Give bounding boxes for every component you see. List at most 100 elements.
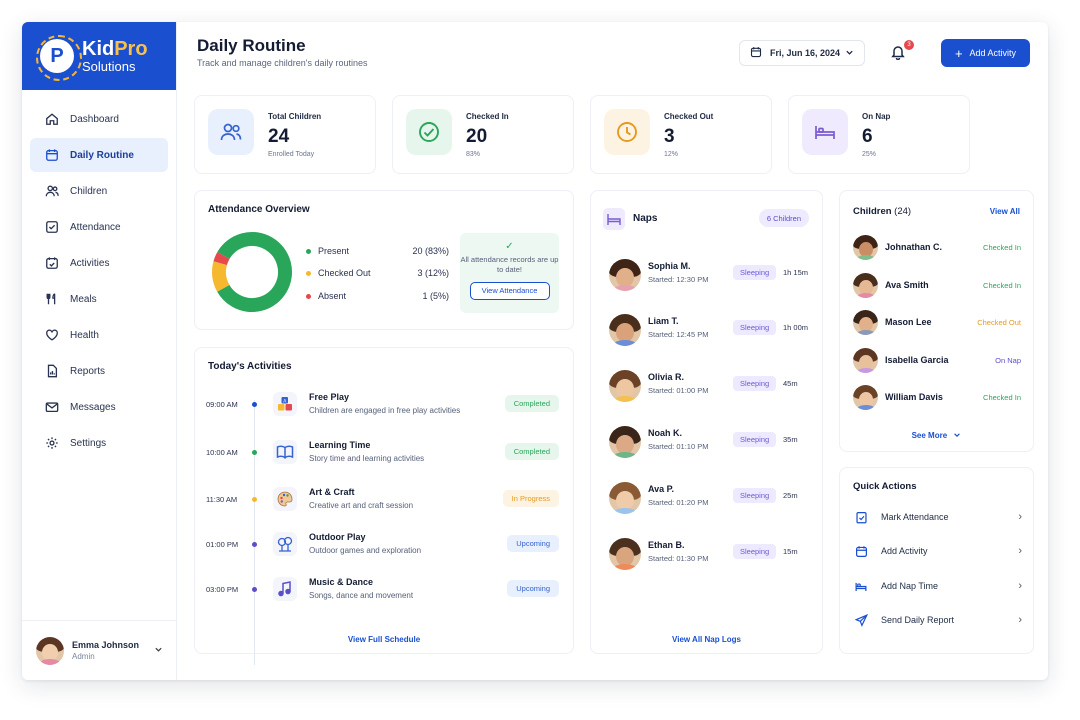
- nap-item[interactable]: Sophia M. Started: 12:30 PM Sleeping 1h …: [591, 255, 824, 293]
- chevron-right-icon: ›: [1018, 580, 1022, 592]
- sidebar-item-meals[interactable]: Meals: [30, 282, 168, 316]
- activity-item[interactable]: 09:00 AM A Free Play Children are engage…: [195, 392, 573, 432]
- stat-card-checked-in[interactable]: Checked In 20 83%: [392, 95, 574, 174]
- activity-item[interactable]: 01:00 PM Outdoor Play Outdoor games and …: [195, 532, 573, 572]
- view-full-schedule-link[interactable]: View Full Schedule: [347, 635, 421, 644]
- card-title: Today's Activities: [208, 361, 292, 372]
- quick-action-add-activity[interactable]: Add Activity ›: [840, 536, 1035, 566]
- status-badge: Upcoming: [507, 580, 559, 597]
- see-more-link[interactable]: See More: [840, 431, 1033, 441]
- stat-label: Total Children: [268, 112, 322, 121]
- avatar: [36, 636, 64, 665]
- nap-duration: 15m: [783, 547, 798, 556]
- legend-value: 1 (5%): [422, 291, 449, 301]
- child-item[interactable]: William Davis Checked In: [840, 383, 1035, 413]
- stat-value: 20: [466, 126, 488, 147]
- activity-item[interactable]: 10:00 AM Learning Time Story time and le…: [195, 440, 573, 480]
- sidebar-item-label: Attendance: [70, 221, 121, 233]
- activity-item[interactable]: 11:30 AM Art & Craft Creative art and cr…: [195, 487, 573, 527]
- child-item[interactable]: Johnathan C. Checked In: [840, 233, 1035, 263]
- brand-logo[interactable]: P KidPro Solutions: [22, 22, 176, 90]
- add-activity-button[interactable]: + Add Activity: [941, 39, 1030, 67]
- child-item[interactable]: Ava Smith Checked In: [840, 271, 1035, 301]
- sidebar-item-messages[interactable]: Messages: [30, 390, 168, 424]
- donut-slice-absent: [211, 232, 292, 312]
- sidebar-item-daily-routine[interactable]: Daily Routine: [30, 138, 168, 172]
- stat-card-checked-out[interactable]: Checked Out 3 12%: [590, 95, 772, 174]
- nap-count-badge: 6 Children: [758, 209, 809, 227]
- nap-child-name: Olivia R.: [648, 372, 685, 382]
- activity-item[interactable]: 03:00 PM Music & Dance Songs, dance and …: [195, 577, 573, 617]
- date-picker[interactable]: Fri, Jun 16, 2024: [739, 40, 865, 66]
- brand-text: KidPro Solutions: [82, 39, 148, 73]
- nap-item[interactable]: Ethan B. Started: 01:30 PM Sleeping 15m: [591, 534, 824, 572]
- stat-sub: Enrolled Today: [268, 151, 315, 158]
- gear-icon: [44, 435, 60, 451]
- sidebar-item-label: Messages: [70, 401, 116, 413]
- todays-activities-card: Today's Activities 09:00 AM A Free Play …: [194, 347, 574, 665]
- nap-start-time: Started: 12:30 PM: [648, 275, 709, 284]
- quick-actions-card: Quick Actions Mark Attendance › Add Acti…: [839, 467, 1034, 654]
- timeline-line: [254, 400, 255, 665]
- sidebar-item-activities[interactable]: Activities: [30, 246, 168, 280]
- nap-start-time: Started: 01:10 PM: [648, 442, 709, 451]
- user-profile-menu[interactable]: Emma Johnson Admin: [22, 620, 177, 680]
- avatar: [609, 370, 641, 402]
- activity-time: 10:00 AM: [206, 448, 238, 457]
- legend-value: 3 (12%): [417, 268, 449, 278]
- child-name: Ava Smith: [885, 280, 929, 290]
- view-attendance-button[interactable]: View Attendance: [469, 282, 550, 301]
- calendar-icon: [853, 545, 869, 558]
- sidebar-item-label: Settings: [70, 437, 107, 449]
- legend-label: Present: [318, 246, 350, 256]
- child-item[interactable]: Mason Lee Checked Out: [840, 308, 1035, 338]
- nap-item[interactable]: Ava P. Started: 01:20 PM Sleeping 25m: [591, 478, 824, 516]
- chevron-down-icon[interactable]: [154, 645, 163, 657]
- status-badge: Checked In: [983, 243, 1021, 252]
- attendance-donut-chart: [211, 232, 292, 312]
- see-more-label: See More: [911, 431, 948, 441]
- stat-card-total-children[interactable]: Total Children 24 Enrolled Today: [194, 95, 376, 174]
- nap-item[interactable]: Liam T. Started: 12:45 PM Sleeping 1h 00…: [591, 310, 824, 348]
- nap-item[interactable]: Noah K. Started: 01:10 PM Sleeping 35m: [591, 422, 824, 460]
- sidebar-item-settings[interactable]: Settings: [30, 426, 168, 460]
- stat-sub: 83%: [466, 151, 481, 158]
- sidebar-item-attendance[interactable]: Attendance: [30, 210, 168, 244]
- legend-value: 20 (83%): [412, 246, 449, 256]
- legend-absent: Absent 1 (5%): [306, 289, 449, 303]
- app-window: P KidPro Solutions Dashboard Daily Routi…: [22, 22, 1048, 680]
- quick-action-label: Add Activity: [881, 546, 928, 556]
- avatar: [609, 482, 641, 514]
- activity-name: Learning Time: [309, 440, 371, 450]
- child-item[interactable]: Isabella Garcia On Nap: [840, 346, 1035, 376]
- nap-item[interactable]: Olivia R. Started: 01:00 PM Sleeping 45m: [591, 366, 824, 404]
- bed-icon: [802, 109, 848, 155]
- nap-start-time: Started: 01:00 PM: [648, 386, 709, 395]
- status-badge: Completed: [504, 443, 559, 460]
- bell-icon[interactable]: [890, 44, 908, 62]
- activity-desc: Outdoor games and exploration: [309, 546, 422, 555]
- legend-dot: [306, 270, 311, 276]
- legend-dot: [306, 293, 311, 299]
- avatar: [853, 273, 878, 298]
- quick-action-mark-attendance[interactable]: Mark Attendance ›: [840, 502, 1035, 532]
- view-all-children-link[interactable]: View All: [989, 207, 1020, 216]
- sidebar-item-reports[interactable]: Reports: [30, 354, 168, 388]
- check-circle-icon: [406, 109, 452, 155]
- chevron-down-icon: [845, 48, 854, 59]
- brand-subtitle: Solutions: [82, 59, 136, 74]
- sidebar-item-health[interactable]: Health: [30, 318, 168, 352]
- card-title: Quick Actions: [853, 481, 917, 492]
- sidebar-item-dashboard[interactable]: Dashboard: [30, 102, 168, 136]
- check-icon: ✓: [505, 241, 514, 252]
- sidebar-item-children[interactable]: Children: [30, 174, 168, 208]
- legend-label: Absent: [318, 291, 347, 301]
- quick-action-add-nap-time[interactable]: Add Nap Time ›: [840, 571, 1035, 601]
- sidebar: P KidPro Solutions Dashboard Daily Routi…: [22, 22, 177, 680]
- quick-action-send-daily-report[interactable]: Send Daily Report ›: [840, 605, 1035, 635]
- avatar: [853, 348, 878, 373]
- sidebar-item-label: Children: [70, 185, 108, 197]
- stat-card-on-nap[interactable]: On Nap 6 25%: [788, 95, 970, 174]
- view-all-nap-logs-link[interactable]: View All Nap Logs: [672, 635, 741, 644]
- nap-duration: 1h 15m: [783, 268, 809, 277]
